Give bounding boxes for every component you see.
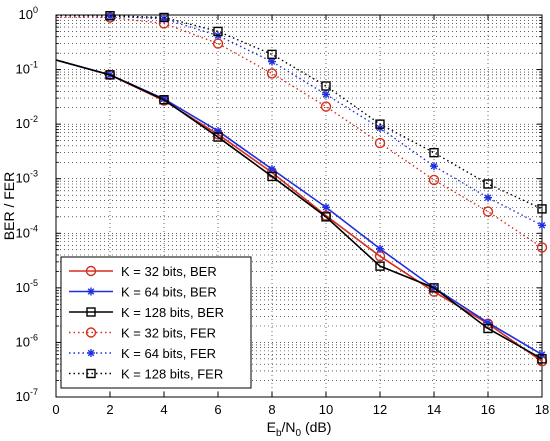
data-point [430,162,438,171]
data-point [105,70,115,80]
data-point [428,174,440,186]
data-point [484,193,492,202]
star-stroke [268,58,276,65]
data-point [374,137,386,149]
legend-label: K = 32 bits, BER [121,264,217,279]
data-point [321,81,331,91]
x-tick-label: 18 [535,402,549,417]
data-point [105,11,115,21]
series-line [55,59,543,360]
y-tick-label: 10-4 [16,223,38,240]
series-3 [55,59,547,364]
star-stroke [430,162,438,170]
legend-label: K = 128 bits, FER [121,367,223,382]
axes: 0 2 4 6 8 10 12 14 16 18 100 10-1 10-2 10-3 10-4 10-5 10… [16,5,550,417]
data-point [537,354,547,364]
y-tick-label: 10-6 [16,332,38,349]
star-stroke [322,91,330,98]
star-stroke [268,165,276,173]
data-point [537,204,547,214]
data-point [213,132,223,142]
legend-box [60,256,252,389]
x-tick-label: 16 [481,402,495,417]
data-point [429,283,439,293]
data-point [159,12,169,23]
data-point [376,244,384,253]
legend-label: K = 32 bits, FER [121,326,216,341]
data-point [267,171,277,182]
legend-marker [87,349,95,357]
y-tick-label: 10-7 [16,387,38,404]
data-point [266,68,278,79]
series-line [55,16,543,249]
series-6 [55,11,547,214]
legend-label: K = 128 bits, BER [121,305,224,320]
legend-marker [86,368,96,379]
legend-label: K = 64 bits, BER [121,285,217,300]
legend: K = 32 bits, BER K = 64 bits, BER K = 128 … [60,256,252,389]
data-point [214,126,222,135]
legend-label: K = 64 bits, FER [121,346,216,361]
x-tick-label: 14 [427,402,441,417]
legend-marker [87,287,95,296]
star-stroke [322,203,330,211]
x-axis-label: Eb/N0 (dB) [267,419,332,439]
y-axis-label: BER / FER [1,172,17,240]
x-tick-label: 12 [373,402,387,417]
legend-marker [85,265,97,277]
series-line [55,14,543,226]
x-tick-label: 8 [268,402,275,417]
data-point [267,49,277,60]
series-line [55,14,543,210]
star-stroke [87,349,95,357]
data-point [213,26,223,37]
x-tick-label: 4 [160,402,167,417]
axes-frame [55,14,543,398]
star-stroke [538,222,546,229]
x-tick-label: 10 [319,402,333,417]
data-point [375,119,385,129]
data-point [322,90,330,99]
y-tick-label: 10-1 [16,60,38,77]
star-stroke [160,15,168,23]
x-tick-label: 0 [52,402,59,417]
data-point [321,212,331,222]
star-stroke [87,288,95,295]
data-point [322,203,330,212]
data-point [320,101,332,112]
data-point [538,221,546,230]
y-tick-label: 10-3 [16,169,38,186]
legend-marker [85,327,97,338]
y-tick-label: 100 [19,5,38,22]
x-tick-label: 2 [106,402,113,417]
y-tick-label: 10-2 [16,114,38,131]
data-point [483,179,493,189]
series-group [55,11,548,367]
star-stroke [376,245,384,253]
data-point [482,206,494,217]
star-stroke [484,194,492,201]
y-tick-label: 10-5 [16,278,38,295]
data-point [375,261,385,271]
x-tick-label: 6 [214,402,221,417]
data-point [159,95,169,105]
data-point [429,147,439,158]
data-point [483,323,493,334]
data-point [268,165,276,174]
legend-marker [86,307,96,317]
data-point [536,242,548,253]
